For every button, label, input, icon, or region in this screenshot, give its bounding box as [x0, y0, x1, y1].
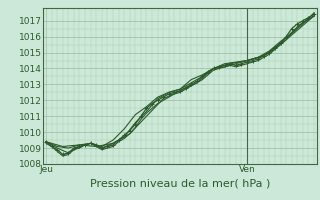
X-axis label: Pression niveau de la mer( hPa ): Pression niveau de la mer( hPa ): [90, 179, 270, 189]
